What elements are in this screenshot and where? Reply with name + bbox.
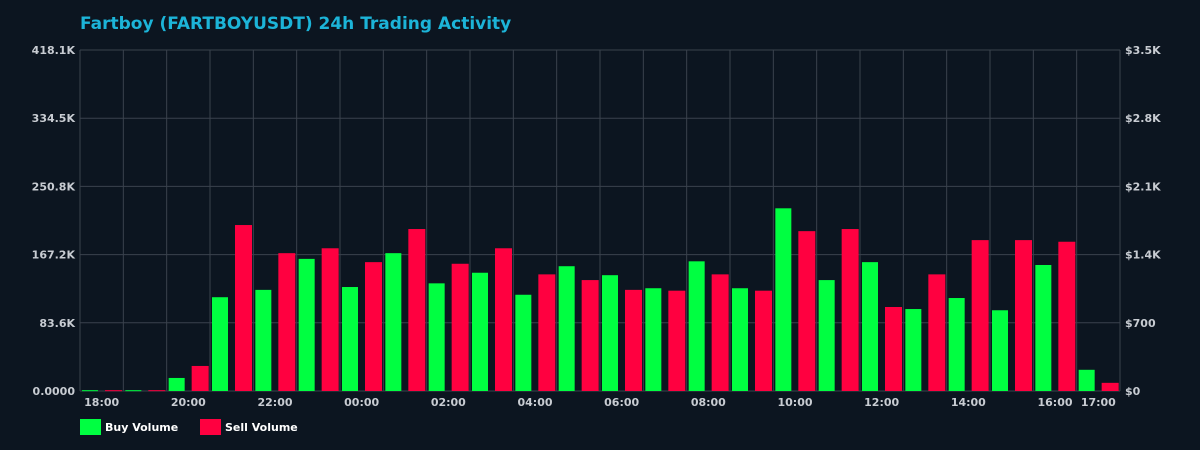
y-tick-label: 83.6K: [39, 317, 75, 330]
bar-sell-20:00: [191, 365, 209, 391]
legend-swatch-sell: [200, 419, 221, 435]
legend-label-buy: Buy Volume: [105, 420, 179, 434]
bar-buy-07:00: [645, 288, 662, 391]
bar-sell-07:00: [668, 290, 686, 391]
bar-buy-13:00: [905, 309, 922, 391]
bar-sell-03:00: [495, 248, 512, 391]
legend-swatch-buy: [80, 419, 101, 435]
chart-title: Fartboy (FARTBOYUSDT) 24h Trading Activi…: [80, 14, 512, 34]
bar-buy-02:00: [428, 283, 445, 391]
bar-sell-09:00: [755, 290, 772, 391]
bar-buy-21:00: [212, 297, 228, 391]
bar-buy-01:00: [385, 253, 402, 391]
bar-buy-17:00: [1078, 369, 1095, 391]
bar-buy-18:00: [82, 390, 98, 392]
x-tick-label: 02:00: [431, 396, 466, 409]
bar-sell-06:00: [625, 289, 642, 391]
bar-sell-21:00: [235, 225, 252, 391]
bar-sell-12:00: [885, 306, 902, 391]
bar-sell-02:00: [451, 263, 469, 391]
y-tick-label: 167.2K: [32, 249, 76, 262]
bar-sell-04:00: [538, 274, 556, 391]
bar-buy-22:00: [255, 289, 272, 391]
bar-buy-00:00: [342, 287, 358, 391]
y-tick-label: 334.5K: [32, 112, 76, 125]
x-tick-label: 04:00: [517, 396, 552, 409]
y2-tick-label: $3.5K: [1125, 44, 1161, 57]
bar-sell-10:00: [798, 231, 816, 391]
x-tick-label: 12:00: [864, 396, 899, 409]
y-tick-label: 418.1K: [32, 44, 76, 57]
x-tick-label: 16:00: [1037, 396, 1072, 409]
bar-buy-20:00: [168, 377, 185, 391]
bar-buy-03:00: [472, 272, 488, 391]
bar-sell-17:00: [1101, 382, 1119, 391]
bar-buy-10:00: [775, 208, 792, 391]
bar-buy-09:00: [732, 288, 748, 391]
bar-sell-16:00: [1058, 241, 1076, 391]
x-tick-label: 20:00: [171, 396, 206, 409]
bar-buy-16:00: [1035, 264, 1052, 391]
bar-sell-00:00: [365, 262, 382, 391]
x-tick-label: 14:00: [951, 396, 986, 409]
bar-buy-12:00: [862, 262, 878, 391]
x-tick-label: 08:00: [691, 396, 726, 409]
x-tick-label: 06:00: [604, 396, 639, 409]
y2-tick-label: $700: [1125, 317, 1156, 330]
bar-buy-05:00: [558, 266, 575, 391]
x-tick-label: 22:00: [257, 396, 292, 409]
bar-buy-23:00: [298, 258, 315, 391]
bar-buy-04:00: [515, 294, 532, 391]
bar-sell-15:00: [1015, 240, 1032, 391]
bar-sell-01:00: [408, 229, 426, 391]
legend-label-sell: Sell Volume: [225, 420, 298, 434]
y2-tick-label: $2.8K: [1125, 112, 1161, 125]
bar-buy-08:00: [688, 261, 705, 391]
bar-sell-11:00: [841, 229, 859, 391]
bar-buy-14:00: [948, 298, 965, 391]
bar-sell-14:00: [971, 240, 989, 391]
x-tick-label: 10:00: [777, 396, 812, 409]
y-tick-label: 0.0000: [33, 385, 76, 398]
bar-buy-15:00: [992, 310, 1008, 391]
y2-tick-label: $1.4K: [1125, 249, 1161, 262]
y-tick-label: 250.8K: [32, 180, 76, 193]
bar-sell-23:00: [321, 248, 339, 391]
bar-sell-19:00: [148, 390, 166, 392]
y2-tick-label: $2.1K: [1125, 180, 1161, 193]
x-tick-label: 17:00: [1081, 396, 1116, 409]
x-tick-label: 18:00: [84, 396, 119, 409]
bar-sell-22:00: [278, 253, 296, 391]
legend-item-sell: Sell Volume: [200, 419, 298, 435]
bar-sell-18:00: [105, 390, 122, 392]
bar-buy-11:00: [818, 280, 835, 391]
bar-buy-19:00: [125, 390, 142, 392]
y2-tick-label: $0: [1125, 385, 1141, 398]
bar-buy-06:00: [602, 275, 618, 391]
legend-item-buy: Buy Volume: [80, 419, 178, 435]
bar-sell-08:00: [711, 274, 729, 391]
bar-sell-05:00: [581, 280, 599, 391]
x-tick-label: 00:00: [344, 396, 379, 409]
bar-sell-13:00: [928, 274, 946, 391]
